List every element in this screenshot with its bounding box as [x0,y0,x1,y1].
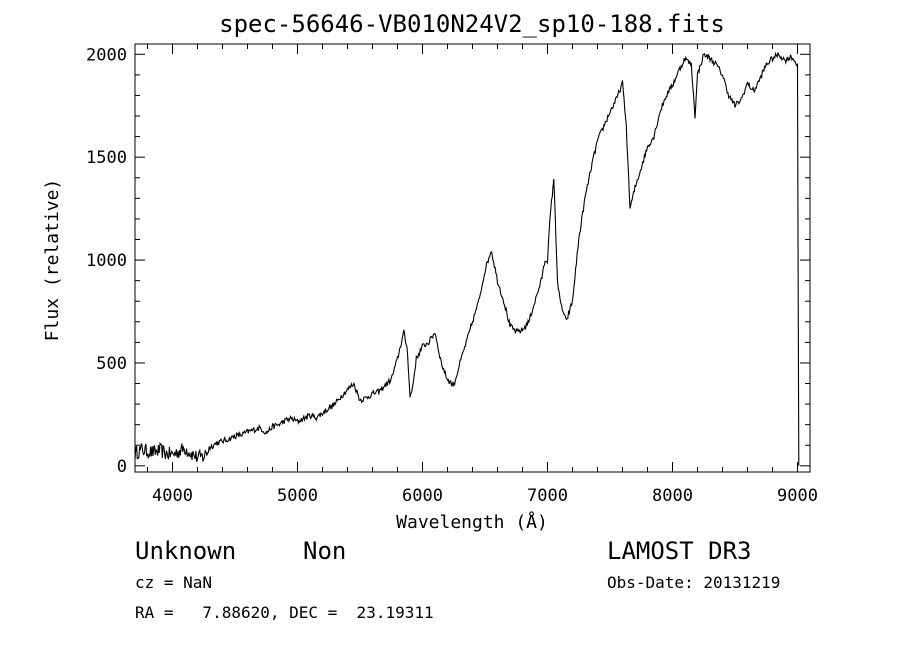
x-tick-label: 5000 [277,486,318,506]
chart-title: spec-56646-VB010N24V2_sp10-188.fits [219,10,725,38]
object-subclass: Non [303,537,347,565]
y-tick-label: 0 [117,457,127,477]
plot-frame [134,43,811,473]
series-layer [134,51,800,466]
x-tick-label: 6000 [402,486,443,506]
x-axis: 4000 5000 6000 7000 8000 9000 [147,44,818,506]
x-tick-label: 4000 [152,486,193,506]
survey-name: LAMOST DR3 [607,537,752,565]
y-tick-label: 1000 [86,251,127,271]
spectrum-chart: spec-56646-VB010N24V2_sp10-188.fits 4000… [42,10,818,533]
plot-border [134,43,811,473]
observation-date: Obs-Date: 20131219 [607,573,781,592]
flux-series-line [134,51,800,466]
y-tick-label: 2000 [86,45,127,65]
object-class: Unknown [135,537,237,565]
y-tick-label: 500 [96,354,127,374]
x-tick-label: 9000 [777,486,818,506]
x-tick-label: 8000 [652,486,693,506]
y-axis: 0 500 1000 1500 2000 [86,45,810,477]
y-tick-label: 1500 [86,148,127,168]
redshift-value: cz = NaN [135,573,213,592]
coordinates: RA = 7.88620, DEC = 23.19311 [135,603,434,622]
x-tick-label: 7000 [527,486,568,506]
x-axis-label: Wavelength (Å) [396,511,548,533]
y-axis-label: Flux (relative) [42,179,63,342]
